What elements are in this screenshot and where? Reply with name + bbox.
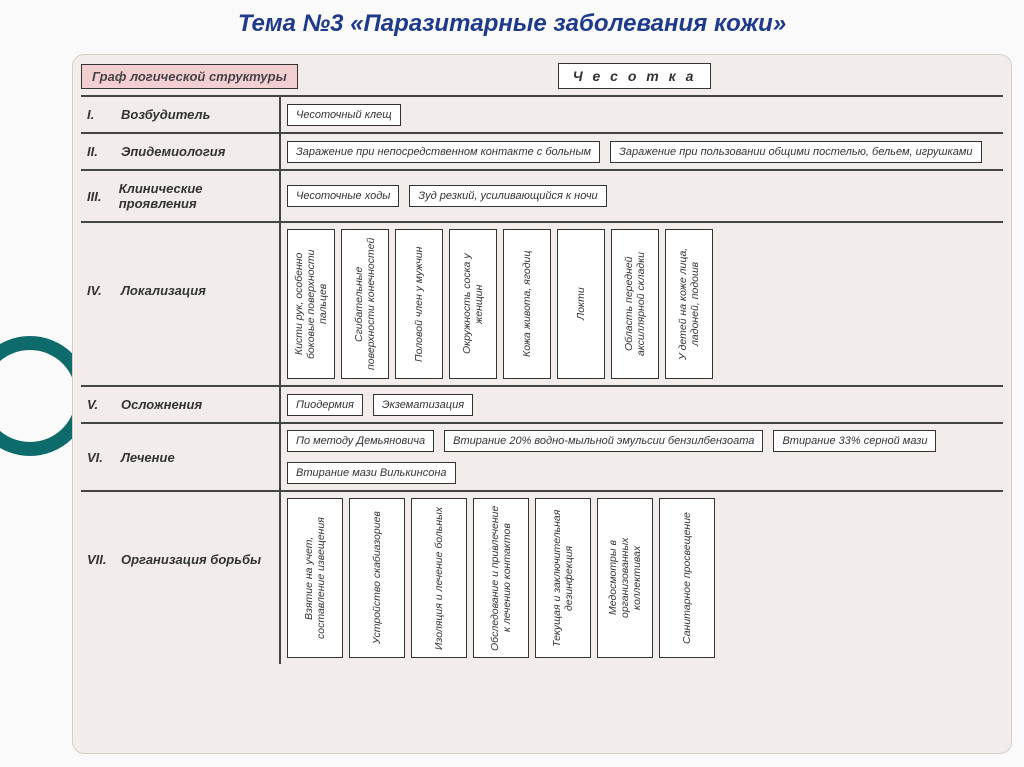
row-label: VII.Организация борьбы	[81, 492, 281, 664]
vertical-box: Сгибательные поверхности конечностей	[341, 229, 389, 379]
vertical-box: Медосмотры в организованных коллективах	[597, 498, 653, 658]
row-content: По методу Демьяновича Втирание 20% водно-…	[281, 424, 1003, 490]
row-label: I.Возбудитель	[81, 97, 281, 132]
horizontal-box: Втирание 20% водно-мыльной эмульсии бенз…	[444, 430, 763, 452]
row-label-text: Возбудитель	[121, 107, 210, 122]
row-label: II.Эпидемиология	[81, 134, 281, 169]
vertical-box: Половой член у мужчин	[395, 229, 443, 379]
row-content: Чесоточные ходы Зуд резкий, усиливающийся…	[281, 171, 1003, 221]
horizontal-box: Втирание 33% серной мази	[773, 430, 936, 452]
vertical-box: Санитарное просвещение	[659, 498, 715, 658]
horizontal-box: Чесоточные ходы	[287, 185, 399, 207]
row-number: III.	[87, 189, 119, 204]
horizontal-box: По методу Демьяновича	[287, 430, 434, 452]
row-number: VI.	[87, 450, 121, 465]
vertical-box: Взятие на учет, составление извещения	[287, 498, 343, 658]
horizontal-box: Втирание мази Вилькинсона	[287, 462, 456, 484]
vertical-box: У детей на коже лица, ладоней, подошв	[665, 229, 713, 379]
vertical-box: Обследование и привлечение к лечению кон…	[473, 498, 529, 658]
graph-label-box: Граф логической структуры	[81, 64, 298, 89]
row-number: I.	[87, 107, 121, 122]
vertical-box: Кожа живота, ягодиц	[503, 229, 551, 379]
row-label-text: Лечение	[121, 450, 175, 465]
vertical-box: Текущая и заключительная дезинфекция	[535, 498, 591, 658]
row-label: V.Осложнения	[81, 387, 281, 422]
page-title: Тема №3 «Паразитарные заболевания кожи»	[0, 0, 1024, 43]
row-content: Пиодермия Экзематизация	[281, 387, 1003, 422]
row-1: I.Возбудитель Чесоточный клещ	[81, 95, 1003, 132]
row-label-text: Локализация	[121, 283, 206, 298]
row-label-text: Клинические проявления	[119, 181, 273, 211]
rows-container: I.Возбудитель Чесоточный клещ II.Эпидемиол…	[81, 95, 1003, 664]
row-content: Заражение при непосредственном контакте …	[281, 134, 1003, 169]
vertical-box: Устройство скабиазориев	[349, 498, 405, 658]
row-content: Кисти рук, особенно боковые поверхности …	[281, 223, 1003, 385]
horizontal-box: Зуд резкий, усиливающийся к ночи	[409, 185, 606, 207]
row-number: V.	[87, 397, 121, 412]
row-number: VII.	[87, 552, 121, 567]
horizontal-box: Заражение при непосредственном контакте …	[287, 141, 600, 163]
row-3: III.Клинические проявленияЧесоточные ход…	[81, 169, 1003, 221]
row-content: Чесоточный клещ	[281, 97, 1003, 132]
row-label-text: Организация борьбы	[121, 552, 261, 567]
topic-box: Ч е с о т к а	[558, 63, 712, 89]
row-number: IV.	[87, 283, 121, 298]
vertical-box: Изоляция и лечение больных	[411, 498, 467, 658]
horizontal-box: Чесоточный клещ	[287, 104, 401, 126]
row-content: Взятие на учет, составление извещенияУст…	[281, 492, 1003, 664]
row-label-text: Осложнения	[121, 397, 202, 412]
row-7: VII.Организация борьбыВзятие на учет, со…	[81, 490, 1003, 664]
vertical-box: Локти	[557, 229, 605, 379]
horizontal-box: Экзематизация	[373, 394, 473, 416]
horizontal-box: Пиодермия	[287, 394, 363, 416]
diagram-frame: Граф логической структуры Ч е с о т к а …	[72, 54, 1012, 754]
row-5: V.Осложнения Пиодермия Экзематизация	[81, 385, 1003, 422]
vertical-box: Кисти рук, особенно боковые поверхности …	[287, 229, 335, 379]
diagram-header: Граф логической структуры Ч е с о т к а	[81, 63, 1003, 89]
row-label: VI.Лечение	[81, 424, 281, 490]
vertical-box: Окружность соска у женщин	[449, 229, 497, 379]
row-label: III.Клинические проявления	[81, 171, 281, 221]
row-label: IV.Локализация	[81, 223, 281, 385]
horizontal-box: Заражение при пользовании общими постель…	[610, 141, 981, 163]
row-label-text: Эпидемиология	[121, 144, 225, 159]
row-number: II.	[87, 144, 121, 159]
row-2: II.Эпидемиология Заражение при непосредст…	[81, 132, 1003, 169]
row-4: IV.ЛокализацияКисти рук, особенно боковы…	[81, 221, 1003, 385]
vertical-box: Область передней аксиллярной складки	[611, 229, 659, 379]
row-6: VI.Лечение По методу Демьяновича Втирание …	[81, 422, 1003, 490]
